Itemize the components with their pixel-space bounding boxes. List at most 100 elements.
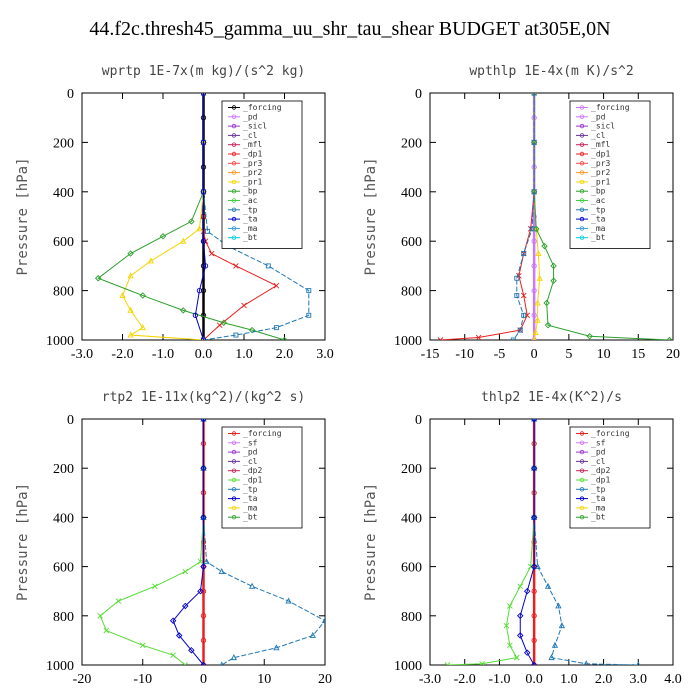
legend-marker (579, 505, 585, 511)
legend-label: _cl (591, 131, 606, 140)
legend: _forcing_pd_sicl_cl_mfl_dp1_pr3_pr2_pr1_… (569, 100, 651, 249)
legend-marker (231, 515, 237, 520)
legend-marker (231, 123, 237, 129)
x-tick-label: -2.0 (111, 347, 133, 362)
x-tick-label: -15 (421, 347, 440, 362)
legend-marker (579, 487, 585, 492)
data-point (309, 631, 316, 638)
data-point (521, 312, 527, 318)
series-line-bp (533, 93, 670, 340)
data-point (200, 93, 207, 96)
legend-label: _ma (591, 503, 606, 512)
data-point (180, 307, 187, 314)
data-point (273, 325, 279, 331)
y-tick-label: 0 (415, 87, 422, 102)
legend: _forcing_pd_sicl_cl_mfl_dp1_pr3_pr2_pr1_… (221, 100, 303, 249)
data-point (531, 637, 537, 644)
legend-label: _tp (591, 485, 606, 494)
legend-marker (231, 142, 237, 147)
series-group (437, 93, 673, 340)
data-point (306, 312, 312, 318)
main-title: 44.f2c.thresh45_gamma_uu_shr_tau_shear B… (89, 18, 611, 40)
y-tick-label: 600 (401, 235, 422, 250)
legend-marker (231, 505, 237, 511)
plot-frame (429, 92, 674, 341)
legend-marker (579, 207, 585, 212)
data-point (127, 272, 134, 279)
data-point (220, 319, 227, 326)
legend-label: _bp (591, 187, 606, 196)
x-tick-label: 0.0 (525, 672, 543, 687)
x-tick-label: -20 (73, 672, 92, 687)
data-point (202, 263, 209, 269)
legend-label: _dp2 (243, 466, 262, 475)
data-point (550, 277, 557, 284)
data-point (200, 337, 207, 340)
x-tick-label: 10 (257, 672, 271, 687)
x-tick-label: 20 (666, 347, 680, 362)
legend-label: _ma (243, 503, 258, 512)
data-point (103, 627, 110, 634)
data-point (182, 568, 189, 575)
data-point (218, 567, 225, 574)
legend-label: _cl (243, 131, 258, 140)
legend-label: _pr1 (591, 177, 610, 186)
legend-marker (579, 459, 585, 464)
panel-title: rtp2 1E-11x(kg^2)/(kg^2 s) (102, 390, 306, 405)
data-point (273, 644, 280, 651)
legend-label: _ma (243, 224, 258, 233)
legend-label: _dp2 (591, 466, 610, 475)
legend-label: _dp1 (591, 476, 610, 485)
data-point (192, 312, 199, 318)
legend-marker (579, 179, 585, 185)
data-point (550, 262, 557, 270)
legend-marker (231, 105, 237, 110)
data-point (532, 329, 539, 336)
y-tick-label: 800 (53, 610, 74, 625)
series-line-dp1 (447, 419, 535, 665)
data-point (544, 321, 552, 329)
data-point (94, 275, 102, 282)
legend-marker (579, 431, 585, 436)
y-axis-label: Pressure [hPa] (15, 157, 31, 275)
series-line-ta (519, 419, 535, 665)
legend-label: _cl (591, 457, 606, 466)
data-point (534, 316, 541, 323)
y-tick-label: 800 (53, 285, 74, 300)
data-point (527, 563, 534, 570)
data-point (536, 274, 543, 281)
legend-label: _bt (243, 513, 258, 522)
data-point (510, 337, 516, 340)
series-line-tp (533, 419, 639, 665)
data-point (265, 263, 271, 269)
data-point (285, 597, 292, 604)
x-tick-label: -10 (133, 672, 152, 687)
data-point (200, 139, 207, 146)
legend-label: _forcing (591, 103, 630, 112)
legend-box (569, 100, 651, 249)
legend-marker (579, 449, 585, 455)
legend-marker (231, 468, 237, 473)
legend-marker (231, 496, 237, 501)
data-point (197, 558, 204, 565)
data-point (115, 598, 122, 604)
y-tick-label: 600 (401, 561, 422, 576)
data-point (200, 563, 207, 570)
data-point (200, 419, 207, 423)
x-tick-label: 0 (531, 347, 538, 362)
legend-label: _pd (243, 112, 258, 121)
legend-marker (579, 235, 585, 240)
data-point (188, 647, 195, 654)
x-tick-label: -5 (494, 347, 506, 362)
series-line-tp (203, 93, 310, 340)
data-point (233, 263, 239, 269)
data-point (197, 587, 204, 595)
data-point (219, 661, 224, 665)
data-point (97, 612, 104, 619)
series-group (94, 93, 312, 340)
legend-label: _pr2 (591, 168, 610, 177)
data-point (583, 660, 589, 665)
legend-box (221, 100, 303, 249)
data-point (548, 654, 555, 661)
data-point (200, 189, 207, 195)
